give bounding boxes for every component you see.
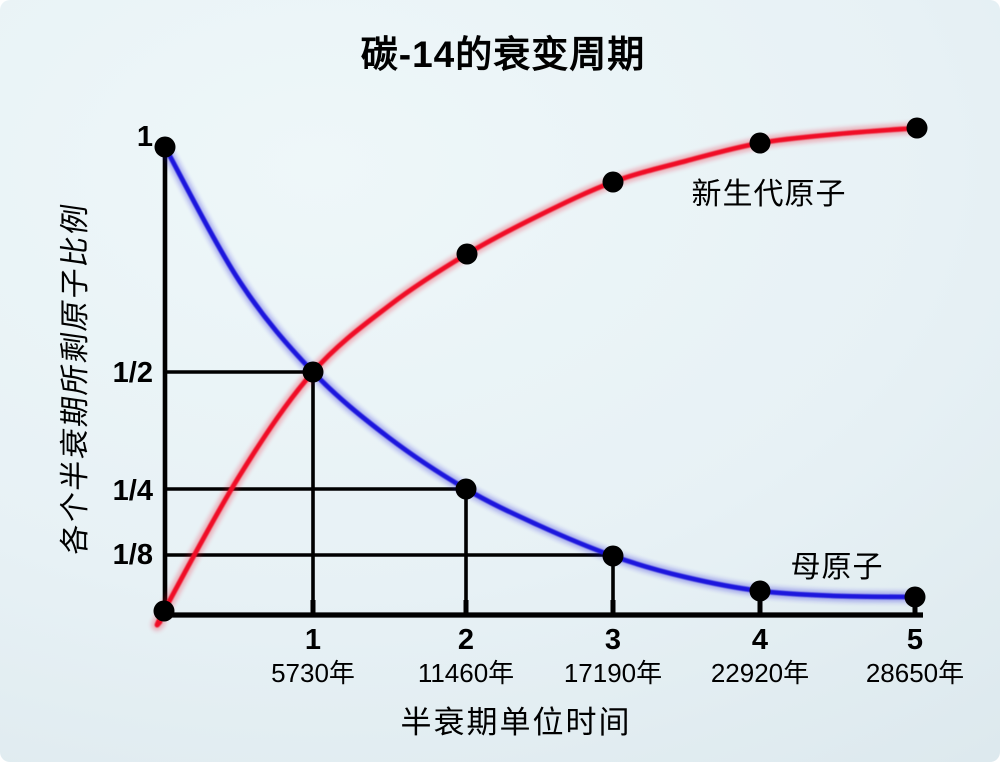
guide-line-path	[165, 553, 615, 614]
x-tick-years-3: 17190年	[563, 658, 663, 688]
x-tick-number-3: 3	[604, 624, 622, 656]
x-tick-years-2: 11460年	[417, 658, 515, 688]
guide-line-path	[165, 487, 468, 614]
new-atoms-curve-label: 新生代原子	[691, 178, 847, 211]
x-tick-number-4: 4	[751, 624, 769, 656]
x-axis-title: 半衰期单位时间	[400, 705, 632, 740]
data-point-dot	[602, 545, 624, 567]
y-tick-label-1: 1	[136, 121, 153, 153]
data-point-dot	[749, 580, 771, 602]
x-tick-number-2: 2	[457, 624, 475, 656]
data-point-dot	[749, 132, 771, 154]
x-tick-years-1: 5730年	[271, 658, 355, 688]
data-point-dot	[154, 136, 176, 158]
data-point-dot	[602, 171, 624, 193]
x-tick-years-4: 22920年	[710, 658, 810, 688]
y-tick-label-quarter: 1/4	[112, 475, 153, 507]
data-point-dot	[456, 243, 478, 265]
data-point-dot	[302, 361, 324, 383]
y-tick-label-half: 1/2	[112, 357, 153, 389]
parent-atoms-curve-label: 母原子	[790, 551, 884, 584]
x-tick-number-1: 1	[304, 624, 322, 656]
data-point-dot	[455, 478, 477, 500]
data-point-dot	[906, 117, 928, 139]
y-tick-label-eighth: 1/8	[112, 539, 153, 571]
x-tick-years-5: 28650年	[865, 658, 965, 688]
data-point-dot	[153, 600, 175, 622]
x-tick-number-5: 5	[906, 624, 924, 656]
chart-title: 碳-14的衰变周期	[360, 34, 646, 75]
data-point-dot	[904, 586, 926, 608]
